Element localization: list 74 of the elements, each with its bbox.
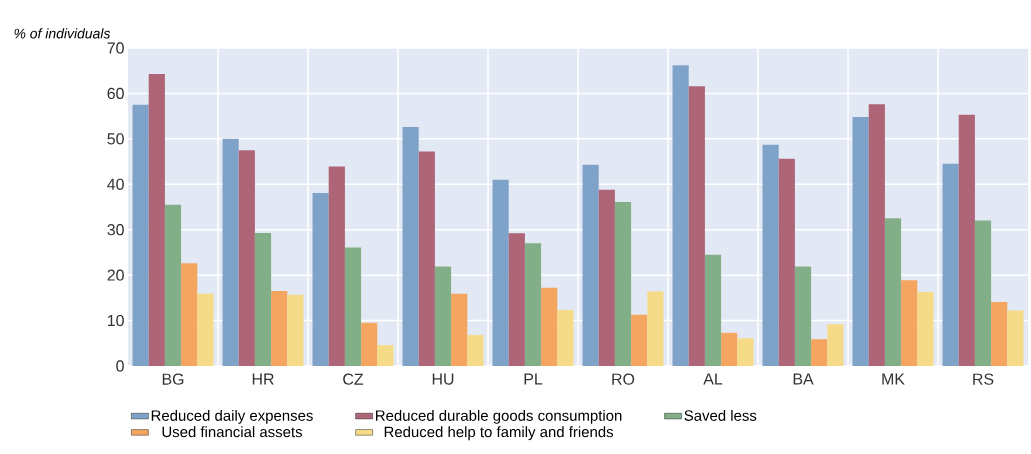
bar (181, 263, 198, 366)
bar (467, 335, 484, 366)
bar (197, 293, 214, 366)
y-tick-label: 20 (107, 269, 124, 281)
bar (164, 204, 182, 366)
bar (704, 254, 722, 366)
x-tick-label: MK (882, 373, 905, 385)
x-tick-label: HU (432, 373, 454, 385)
bar (688, 86, 705, 366)
bar (377, 345, 394, 366)
bar (541, 287, 558, 366)
bar (344, 247, 362, 366)
bar (508, 233, 525, 366)
bar (884, 218, 902, 366)
bar (524, 243, 542, 366)
y-tick-label: 10 (107, 314, 124, 327)
bar (868, 104, 885, 366)
bar (148, 73, 165, 366)
bar (811, 339, 828, 366)
bar (942, 163, 959, 366)
bar (958, 114, 975, 366)
bar (737, 338, 754, 366)
bar (287, 294, 304, 366)
y-tick-label: 60 (107, 87, 124, 100)
bar (1007, 310, 1024, 366)
legend-label: Reduced help to family and friends (384, 426, 614, 441)
x-tick-label: BG (162, 373, 184, 385)
bar (328, 166, 345, 366)
x-tick-label: AL (703, 373, 723, 385)
bar (762, 144, 779, 366)
y-tick-label: 0 (116, 360, 124, 372)
bar (631, 314, 648, 366)
legend-label: Used financial assets (162, 426, 303, 438)
y-tick-label: 70 (107, 42, 124, 54)
bar (222, 138, 239, 366)
legend-label: Saved less (684, 409, 757, 421)
bar (361, 322, 378, 366)
bar (271, 291, 288, 366)
bar (254, 232, 272, 366)
x-tick-label: RO (612, 373, 635, 385)
bar (238, 150, 255, 366)
bar (557, 310, 574, 366)
x-tick-label: BA (793, 373, 814, 385)
bar (647, 291, 664, 366)
x-tick-label: HR (252, 373, 274, 385)
y-tick-label: 50 (107, 133, 124, 145)
bar (492, 179, 509, 366)
bar (312, 192, 329, 366)
bar (672, 65, 689, 366)
y-tick-label: 40 (107, 178, 124, 190)
bar (402, 127, 419, 366)
bar (451, 293, 468, 366)
bar (598, 189, 615, 366)
bar (778, 158, 795, 366)
y-axis-title: % of individuals (14, 28, 111, 39)
legend-label: Reduced durable goods consumption (376, 409, 622, 424)
bar (434, 266, 452, 366)
bar (582, 164, 599, 366)
x-tick-label: RS (973, 373, 994, 385)
bar (901, 280, 918, 366)
bar (991, 301, 1008, 366)
legend-label: Reduced daily expenses (151, 409, 313, 424)
bar (794, 266, 812, 366)
x-tick-label: PL (524, 373, 543, 385)
bar (827, 324, 844, 366)
bar (132, 104, 149, 366)
bar (917, 291, 934, 366)
bar (418, 151, 435, 366)
bar (721, 332, 738, 366)
bar (852, 117, 869, 366)
x-tick-label: CZ (343, 373, 364, 385)
bar (614, 201, 632, 366)
y-tick-label: 30 (107, 224, 124, 236)
bar (974, 220, 992, 366)
